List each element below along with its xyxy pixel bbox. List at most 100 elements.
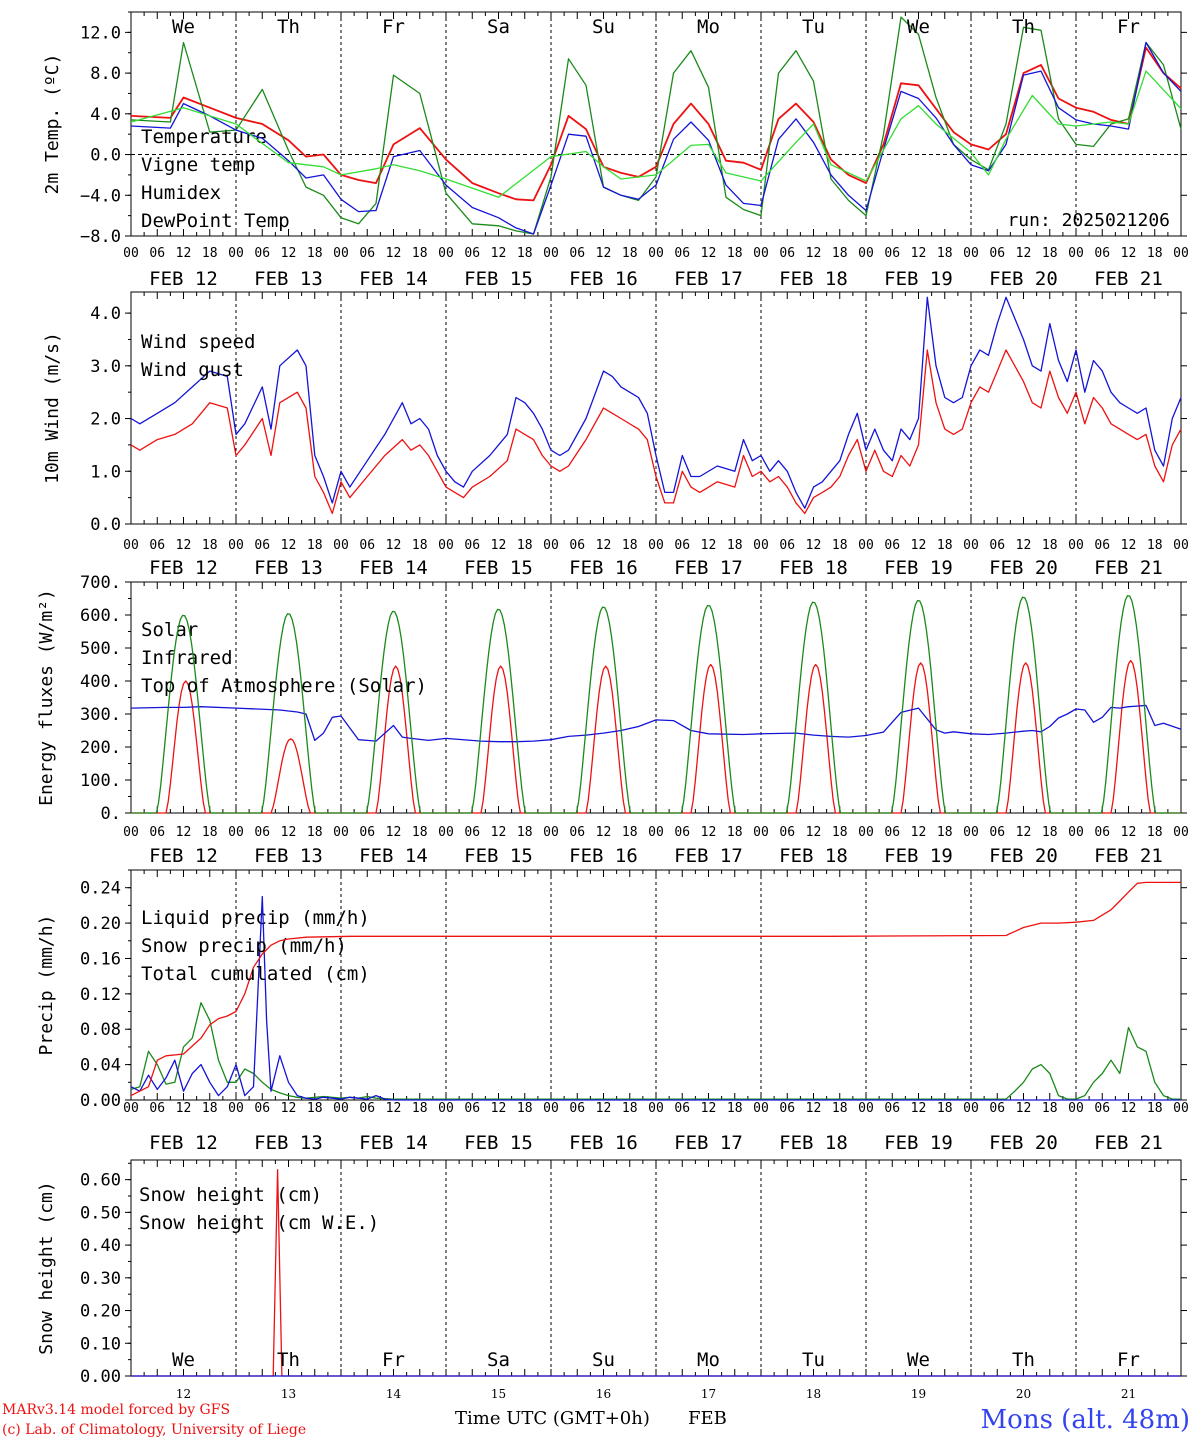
hour-tick-label: 18 [622,825,638,840]
hour-tick-label: 18 [832,538,848,553]
hour-tick-label: 12 [176,1101,192,1116]
hour-tick-label: 00 [648,246,664,261]
weekday-label: Fr [1117,16,1140,38]
legend-entry: Snow height (cm) [139,1184,322,1206]
date-label: FEB 13 [254,1132,323,1154]
day-number-label: 21 [1121,1387,1136,1401]
hour-tick-label: 12 [596,246,612,261]
hour-tick-label: 06 [1094,538,1110,553]
weekday-label: Mo [697,16,720,38]
date-label: FEB 21 [1094,1132,1163,1154]
hour-tick-label: 00 [753,246,769,261]
hour-tick-label: 00 [438,538,454,553]
weekday-label: We [172,16,195,38]
hour-tick-label: 00 [1068,538,1084,553]
day-number-label: 12 [176,1387,191,1401]
y-axis-label: Snow height (cm) [36,1181,57,1354]
series-line-total-cumulated-cm- [130,881,1181,1097]
date-label: FEB 14 [359,268,428,290]
date-label: FEB 20 [989,557,1058,579]
weekday-label: We [907,1349,930,1371]
hour-tick-label: 00 [333,825,349,840]
plot-frame [130,11,1182,237]
hour-tick-label: 18 [832,825,848,840]
date-label: FEB 19 [884,557,953,579]
date-label: FEB 17 [674,1132,743,1154]
date-label: FEB 21 [1094,268,1163,290]
hour-tick-label: 00 [123,1101,139,1116]
hour-tick-label: 12 [176,825,192,840]
hour-tick-label: 06 [464,825,480,840]
legend-entry: Snow height (cm W.E.) [139,1212,379,1234]
day-number-label: 19 [911,1387,926,1401]
footer-lab: (c) Lab. of Climatology, University of L… [2,1422,306,1438]
date-label: FEB 20 [989,1132,1058,1154]
hour-tick-label: 18 [517,1101,533,1116]
hour-tick-label: 00 [858,538,874,553]
panel-wind: 4.0 3.0 2.0 1.0 0.0 10m Wind (m/s) 00 06 12 18 00 0… [42,291,1189,579]
y-tick-label: 0.20 [80,1302,121,1322]
hour-tick-label: 12 [1016,825,1032,840]
hour-tick-label: 18 [1042,1101,1058,1116]
y-tick-label: 200. [80,738,121,758]
hour-tick-label: 00 [333,538,349,553]
hour-tick-label: 00 [123,538,139,553]
hour-tick-label: 00 [963,538,979,553]
hour-tick-label: 12 [1016,538,1032,553]
hour-tick-label: 06 [464,246,480,261]
hour-tick-label: 00 [858,1101,874,1116]
date-label: FEB 18 [779,1132,848,1154]
y-tick-label: 0. [101,804,121,824]
hour-tick-label: 06 [359,825,375,840]
hour-tick-label: 00 [963,825,979,840]
hour-tick-label: 00 [1173,1101,1189,1116]
hour-tick-label: 18 [517,246,533,261]
date-label: FEB 16 [569,557,638,579]
hour-tick-label: 18 [622,1101,638,1116]
legend-entry: Temperature [141,126,267,148]
hour-tick-label: 12 [701,538,717,553]
series-line-humidex [130,41,1182,235]
hour-tick-label: 12 [596,825,612,840]
y-tick-label: 0.30 [80,1269,121,1289]
weekday-label: Fr [382,16,405,38]
day-number-label: 17 [701,1387,716,1401]
hour-tick-label: 06 [149,538,165,553]
y-tick-label: 1.0 [90,462,121,482]
hour-tick-label: 06 [779,825,795,840]
hour-tick-label: 06 [569,538,585,553]
legend-entry: Wind speed [141,331,255,353]
xaxis-month: FEB [688,1408,727,1429]
hour-tick-label: 06 [779,538,795,553]
hour-tick-label: 18 [517,538,533,553]
hour-tick-label: 12 [281,246,297,261]
date-label: FEB 13 [254,557,323,579]
hour-tick-label: 18 [307,538,323,553]
hour-tick-label: 06 [149,825,165,840]
hour-tick-label: 18 [412,246,428,261]
day-number-label: 15 [491,1387,506,1401]
y-tick-label: 0.10 [80,1334,121,1354]
hour-tick-label: 00 [1068,1101,1084,1116]
weekday-label: Tu [802,1349,825,1371]
weekday-label: We [907,16,930,38]
hour-tick-label: 06 [884,538,900,553]
legend-entry: Solar [141,619,198,641]
y-tick-label: 0.16 [80,949,121,969]
hour-tick-label: 00 [963,246,979,261]
date-label: FEB 17 [674,845,743,867]
hour-tick-label: 06 [569,1101,585,1116]
date-label: FEB 13 [254,268,323,290]
date-label: FEB 15 [464,557,533,579]
y-tick-label: 0.50 [80,1203,121,1223]
day-number-label: 16 [596,1387,611,1401]
date-label: FEB 13 [254,845,323,867]
date-label: FEB 20 [989,845,1058,867]
hour-tick-label: 18 [202,1101,218,1116]
hour-tick-label: 00 [753,538,769,553]
y-tick-label: 0.24 [80,879,121,899]
date-label: FEB 19 [884,268,953,290]
hour-tick-label: 00 [648,825,664,840]
hour-tick-label: 12 [386,1101,402,1116]
